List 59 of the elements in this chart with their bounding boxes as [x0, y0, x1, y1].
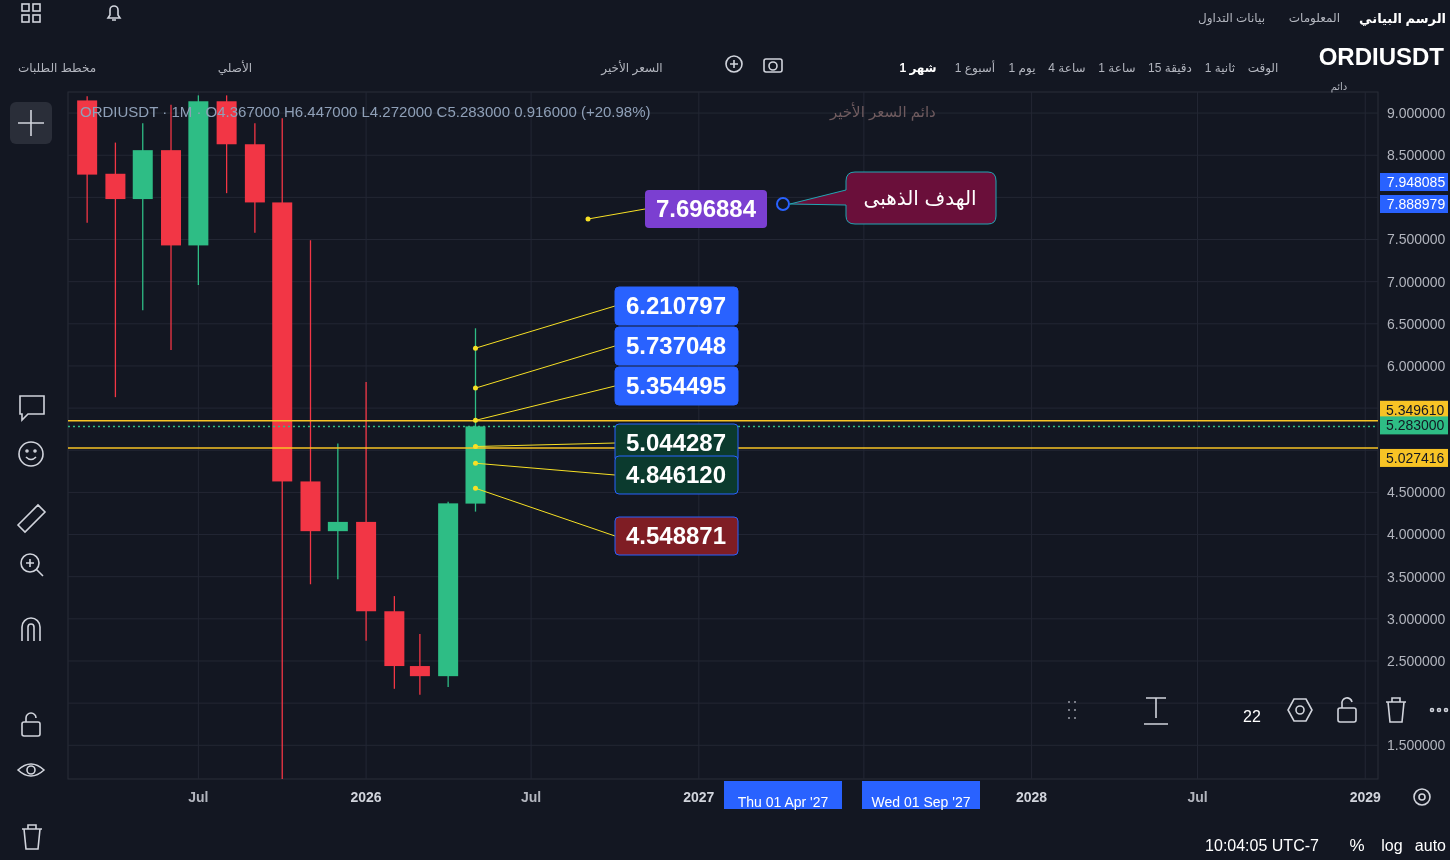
ref-line-label: 5.349610 — [1386, 401, 1445, 418]
x-tick-label: 2026 — [350, 789, 382, 805]
text: 10:04:05 UTC-7 — [1205, 836, 1320, 854]
annotation: 4.846120 — [625, 461, 727, 489]
text: 7.888979 — [1386, 195, 1446, 212]
y-tick-label: 7.500000 — [1387, 231, 1446, 248]
text: المعلومات — [1288, 11, 1340, 27]
x-tick-label: 2029 — [1349, 789, 1382, 805]
text: 1 ساعة — [1098, 61, 1136, 76]
text: 1 شهر — [899, 61, 937, 76]
y-tick-label: 6.500000 — [1387, 315, 1446, 332]
text: Thu 01 Apr '27 — [737, 793, 829, 810]
text: 1 ثانية — [1204, 61, 1236, 76]
ref-line-label: 5.283000 — [1386, 417, 1445, 434]
text: السعر الأخير — [600, 60, 663, 77]
y-tick-label: 1.500000 — [1387, 737, 1446, 754]
annotation: 6.210797 — [625, 292, 727, 320]
candlestick — [105, 141, 126, 398]
y-tick-label: 2.500000 — [1387, 652, 1446, 669]
text: مخطط الطلبات — [18, 61, 97, 76]
text: بيانات التداول — [1197, 11, 1265, 27]
y-tick-label: 3.500000 — [1387, 568, 1446, 585]
text: دائم — [1330, 80, 1348, 93]
x-tick-label: Jul — [1187, 789, 1208, 805]
candlestick — [409, 633, 430, 696]
text: 1 يوم — [1008, 61, 1036, 77]
x-tick-label: Jul — [188, 789, 209, 805]
text: 4 ساعة — [1048, 61, 1086, 76]
text: Wed 01 Sep '27 — [871, 793, 971, 810]
text: 15 دقيقة — [1148, 61, 1192, 76]
y-tick-label: 4.000000 — [1387, 526, 1446, 543]
annotation: 5.354495 — [625, 372, 727, 400]
text: 1 أسبوع — [954, 60, 996, 77]
annotation: 4.548871 — [625, 522, 727, 550]
annotation: دائم السعر الأخير — [829, 102, 936, 122]
candlestick — [327, 442, 348, 580]
annotation: الهدف الذهبى — [863, 187, 977, 210]
annotation: 22 — [1243, 707, 1261, 725]
y-tick-label: 3.000000 — [1387, 610, 1446, 627]
text: الأصلي — [217, 60, 253, 76]
text: 7.948085 — [1386, 173, 1446, 190]
text: الرسم البياني — [1359, 10, 1446, 26]
y-tick-label: 9.000000 — [1387, 104, 1446, 121]
x-tick-label: 2027 — [683, 789, 715, 805]
text: % — [1349, 835, 1365, 855]
text: auto — [1414, 836, 1447, 854]
text: log — [1381, 836, 1403, 854]
chart-title: ORDIUSDT — [1318, 43, 1445, 71]
y-tick-label: 7.000000 — [1387, 273, 1446, 290]
x-tick-label: Jul — [520, 789, 542, 805]
y-tick-label: 8.500000 — [1387, 147, 1446, 164]
ref-line-label: 5.027416 — [1386, 449, 1445, 466]
annotation: 5.737048 — [625, 332, 727, 360]
annotation: 5.044287 — [625, 429, 727, 457]
y-tick-label: 6.000000 — [1387, 357, 1446, 374]
x-tick-label: 2028 — [1016, 789, 1048, 805]
text: الوقت — [1247, 61, 1279, 77]
y-tick-label: 4.500000 — [1387, 484, 1446, 501]
annotation: 7.696884 — [655, 195, 757, 223]
